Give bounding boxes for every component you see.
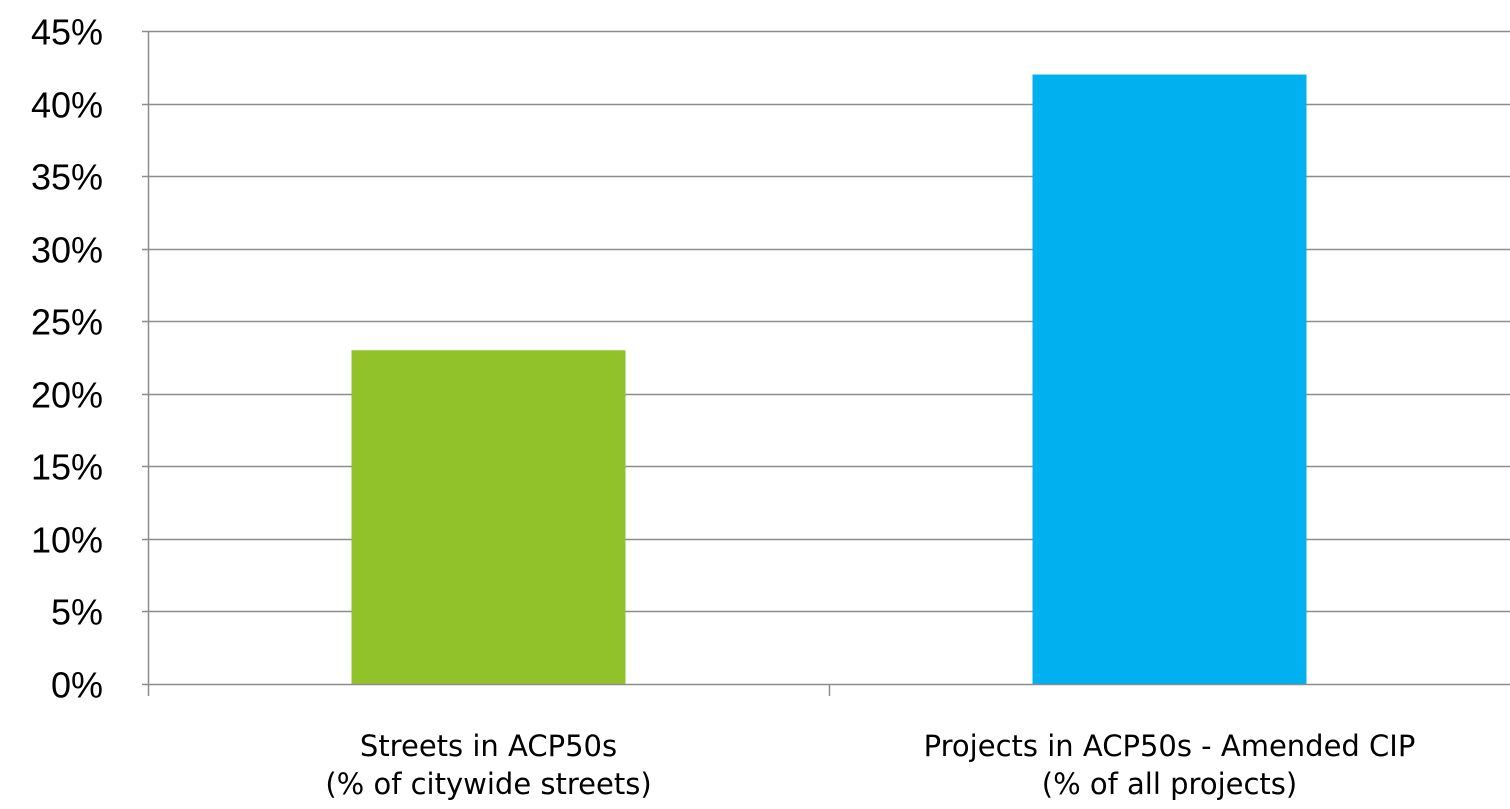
bar-2 [1032,74,1307,685]
y-tick-label: 30% [31,230,103,271]
x-tick-label: Streets in ACP50s [360,729,617,763]
y-tick-label: 40% [31,85,103,126]
x-axis-tick-labels: Streets in ACP50s (% of citywide streets)… [325,729,1415,801]
y-tick-label: 45% [31,12,103,53]
y-tick-label: 10% [31,520,103,561]
y-tick-label: 35% [31,157,103,198]
x-tick-label: Projects in ACP50s - Amended CIP [924,729,1416,763]
y-tick-label: 5% [51,592,103,633]
x-tick-label: (% of all projects) [1042,767,1297,801]
x-tick-label: (% of citywide streets) [325,767,651,801]
axes [142,30,1510,696]
y-axis-tick-labels: 0% 5% 10% 15% 20% 25% 30% 35% 40% 45% [31,12,103,706]
bars [351,74,1307,685]
y-tick-label: 0% [51,665,103,706]
y-tick-label: 25% [31,302,103,343]
bar-1 [351,350,626,684]
y-tick-label: 15% [31,447,103,488]
y-tick-label: 20% [31,375,103,416]
